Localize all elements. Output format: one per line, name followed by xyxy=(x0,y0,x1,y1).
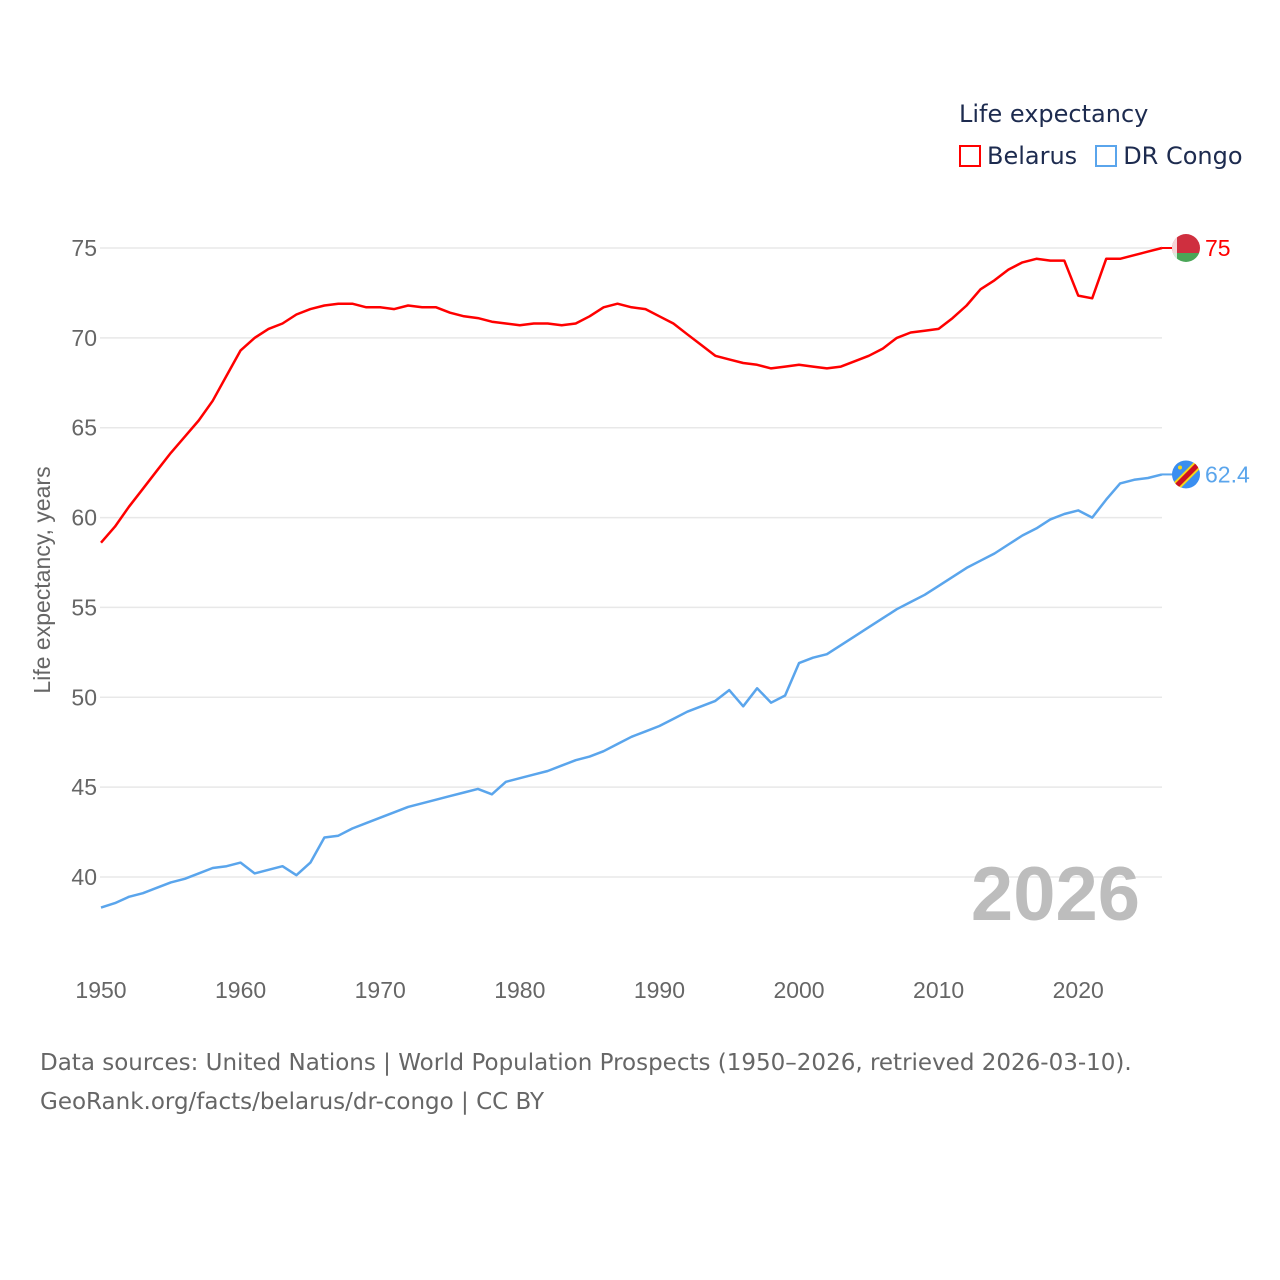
x-tick-label: 2010 xyxy=(913,977,964,1003)
gridlines xyxy=(100,247,1162,878)
legend-swatch-dr-congo xyxy=(1095,145,1118,167)
series-end-labels: 75 62.4 xyxy=(1162,234,1250,489)
belarus-flag-icon xyxy=(1172,234,1200,262)
source-line: Data sources: United Nations | World Pop… xyxy=(40,1050,1132,1076)
x-tick-label: 2020 xyxy=(1053,977,1104,1003)
y-axis-ticks: 40 45 50 55 60 65 70 75 xyxy=(71,235,97,890)
x-tick-label: 1960 xyxy=(215,977,266,1003)
y-tick-label: 75 xyxy=(71,235,97,261)
series-line-dr-congo[interactable] xyxy=(100,473,1163,909)
y-axis-label: Life expectancy, years xyxy=(29,466,55,693)
legend: Belarus DR Congo xyxy=(959,142,1243,170)
y-tick-label: 55 xyxy=(71,594,97,620)
y-tick-label: 50 xyxy=(71,684,97,710)
x-axis-ticks: 1950 1960 1970 1980 1990 2000 2010 2020 xyxy=(75,977,1103,1003)
series-lines xyxy=(100,246,1163,909)
legend-title: Life expectancy xyxy=(959,100,1149,128)
y-tick-label: 60 xyxy=(71,505,97,531)
source-note: Data sources: United Nations | World Pop… xyxy=(40,1044,1132,1122)
dr-congo-flag-icon xyxy=(1172,460,1200,489)
legend-swatch-belarus xyxy=(959,145,981,167)
legend-item-dr-congo[interactable]: DR Congo xyxy=(1095,142,1243,170)
end-value-label: 62.4 xyxy=(1205,461,1250,487)
x-tick-label: 1950 xyxy=(75,977,126,1003)
x-tick-label: 1970 xyxy=(355,977,406,1003)
x-tick-label: 1980 xyxy=(494,977,545,1003)
x-tick-label: 1990 xyxy=(634,977,685,1003)
source-link[interactable]: GeoRank.org/facts/belarus/dr-congo | CC … xyxy=(40,1089,545,1115)
y-tick-label: 65 xyxy=(71,415,97,441)
y-tick-label: 70 xyxy=(71,325,97,351)
legend-label-belarus: Belarus xyxy=(987,142,1078,170)
x-tick-label: 2000 xyxy=(773,977,824,1003)
y-tick-label: 40 xyxy=(71,864,97,890)
legend-item-belarus[interactable]: Belarus xyxy=(959,142,1077,170)
y-tick-label: 45 xyxy=(71,774,97,800)
end-value-label: 75 xyxy=(1205,235,1231,261)
current-year-watermark: 2026 xyxy=(971,852,1140,937)
legend-label-dr-congo: DR Congo xyxy=(1123,142,1243,170)
series-line-belarus[interactable] xyxy=(100,246,1163,544)
